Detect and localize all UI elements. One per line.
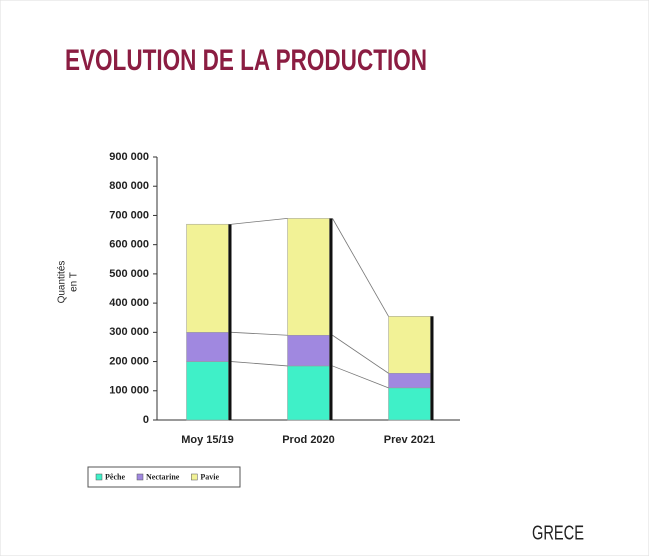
bar-shadow [430,316,434,420]
legend-box [87,466,241,488]
country-label: GRECE [532,522,584,544]
bar-shadow [228,224,232,420]
y-tick-label: 100 000 [109,385,149,397]
x-tick-label: Moy 15/19 [181,434,234,446]
y-tick-label: 600 000 [109,239,149,251]
series-connector [231,361,288,367]
bar-segment [287,218,330,336]
series-connector [231,331,288,336]
bar-segment [388,316,431,374]
chart-title: EVOLUTION DE LA PRODUCTION [65,44,427,77]
y-tick-label: 400 000 [109,297,149,309]
y-tick-label: 500 000 [109,268,149,280]
legend-label: Pavie [200,472,219,481]
bar-segment [186,332,229,362]
y-tick-label: 900 000 [109,151,149,163]
y-tick-label: 200 000 [109,355,149,367]
bar-segment [287,335,330,367]
y-label-line: Quantités [57,261,68,304]
legend-swatch [191,473,198,481]
legend-label: Nectarine [146,472,180,481]
y-tick-label: 300 000 [109,326,149,338]
bar-segment [388,372,431,389]
y-label-line: en T [69,272,80,292]
series-connector [332,365,389,389]
bar-segment [186,361,229,421]
y-axis-label: Quantités en T [57,261,80,304]
y-tick-label: 0 [143,414,149,426]
bar-segment [287,365,330,421]
series-connector [332,218,389,317]
y-tick-label: 700 000 [109,209,149,221]
x-tick-label: Prev 2021 [384,434,435,446]
series-connector [231,217,288,225]
bar-segment [388,387,431,421]
x-tick-label: Prod 2020 [282,434,335,446]
legend-swatch [136,473,144,481]
y-tick-label: 800 000 [109,180,149,192]
legend-label: Pêche [105,472,125,481]
legend-swatch [95,473,103,481]
bar-shadow [329,218,333,420]
series-connector [332,334,389,374]
bar-segment [186,223,229,333]
